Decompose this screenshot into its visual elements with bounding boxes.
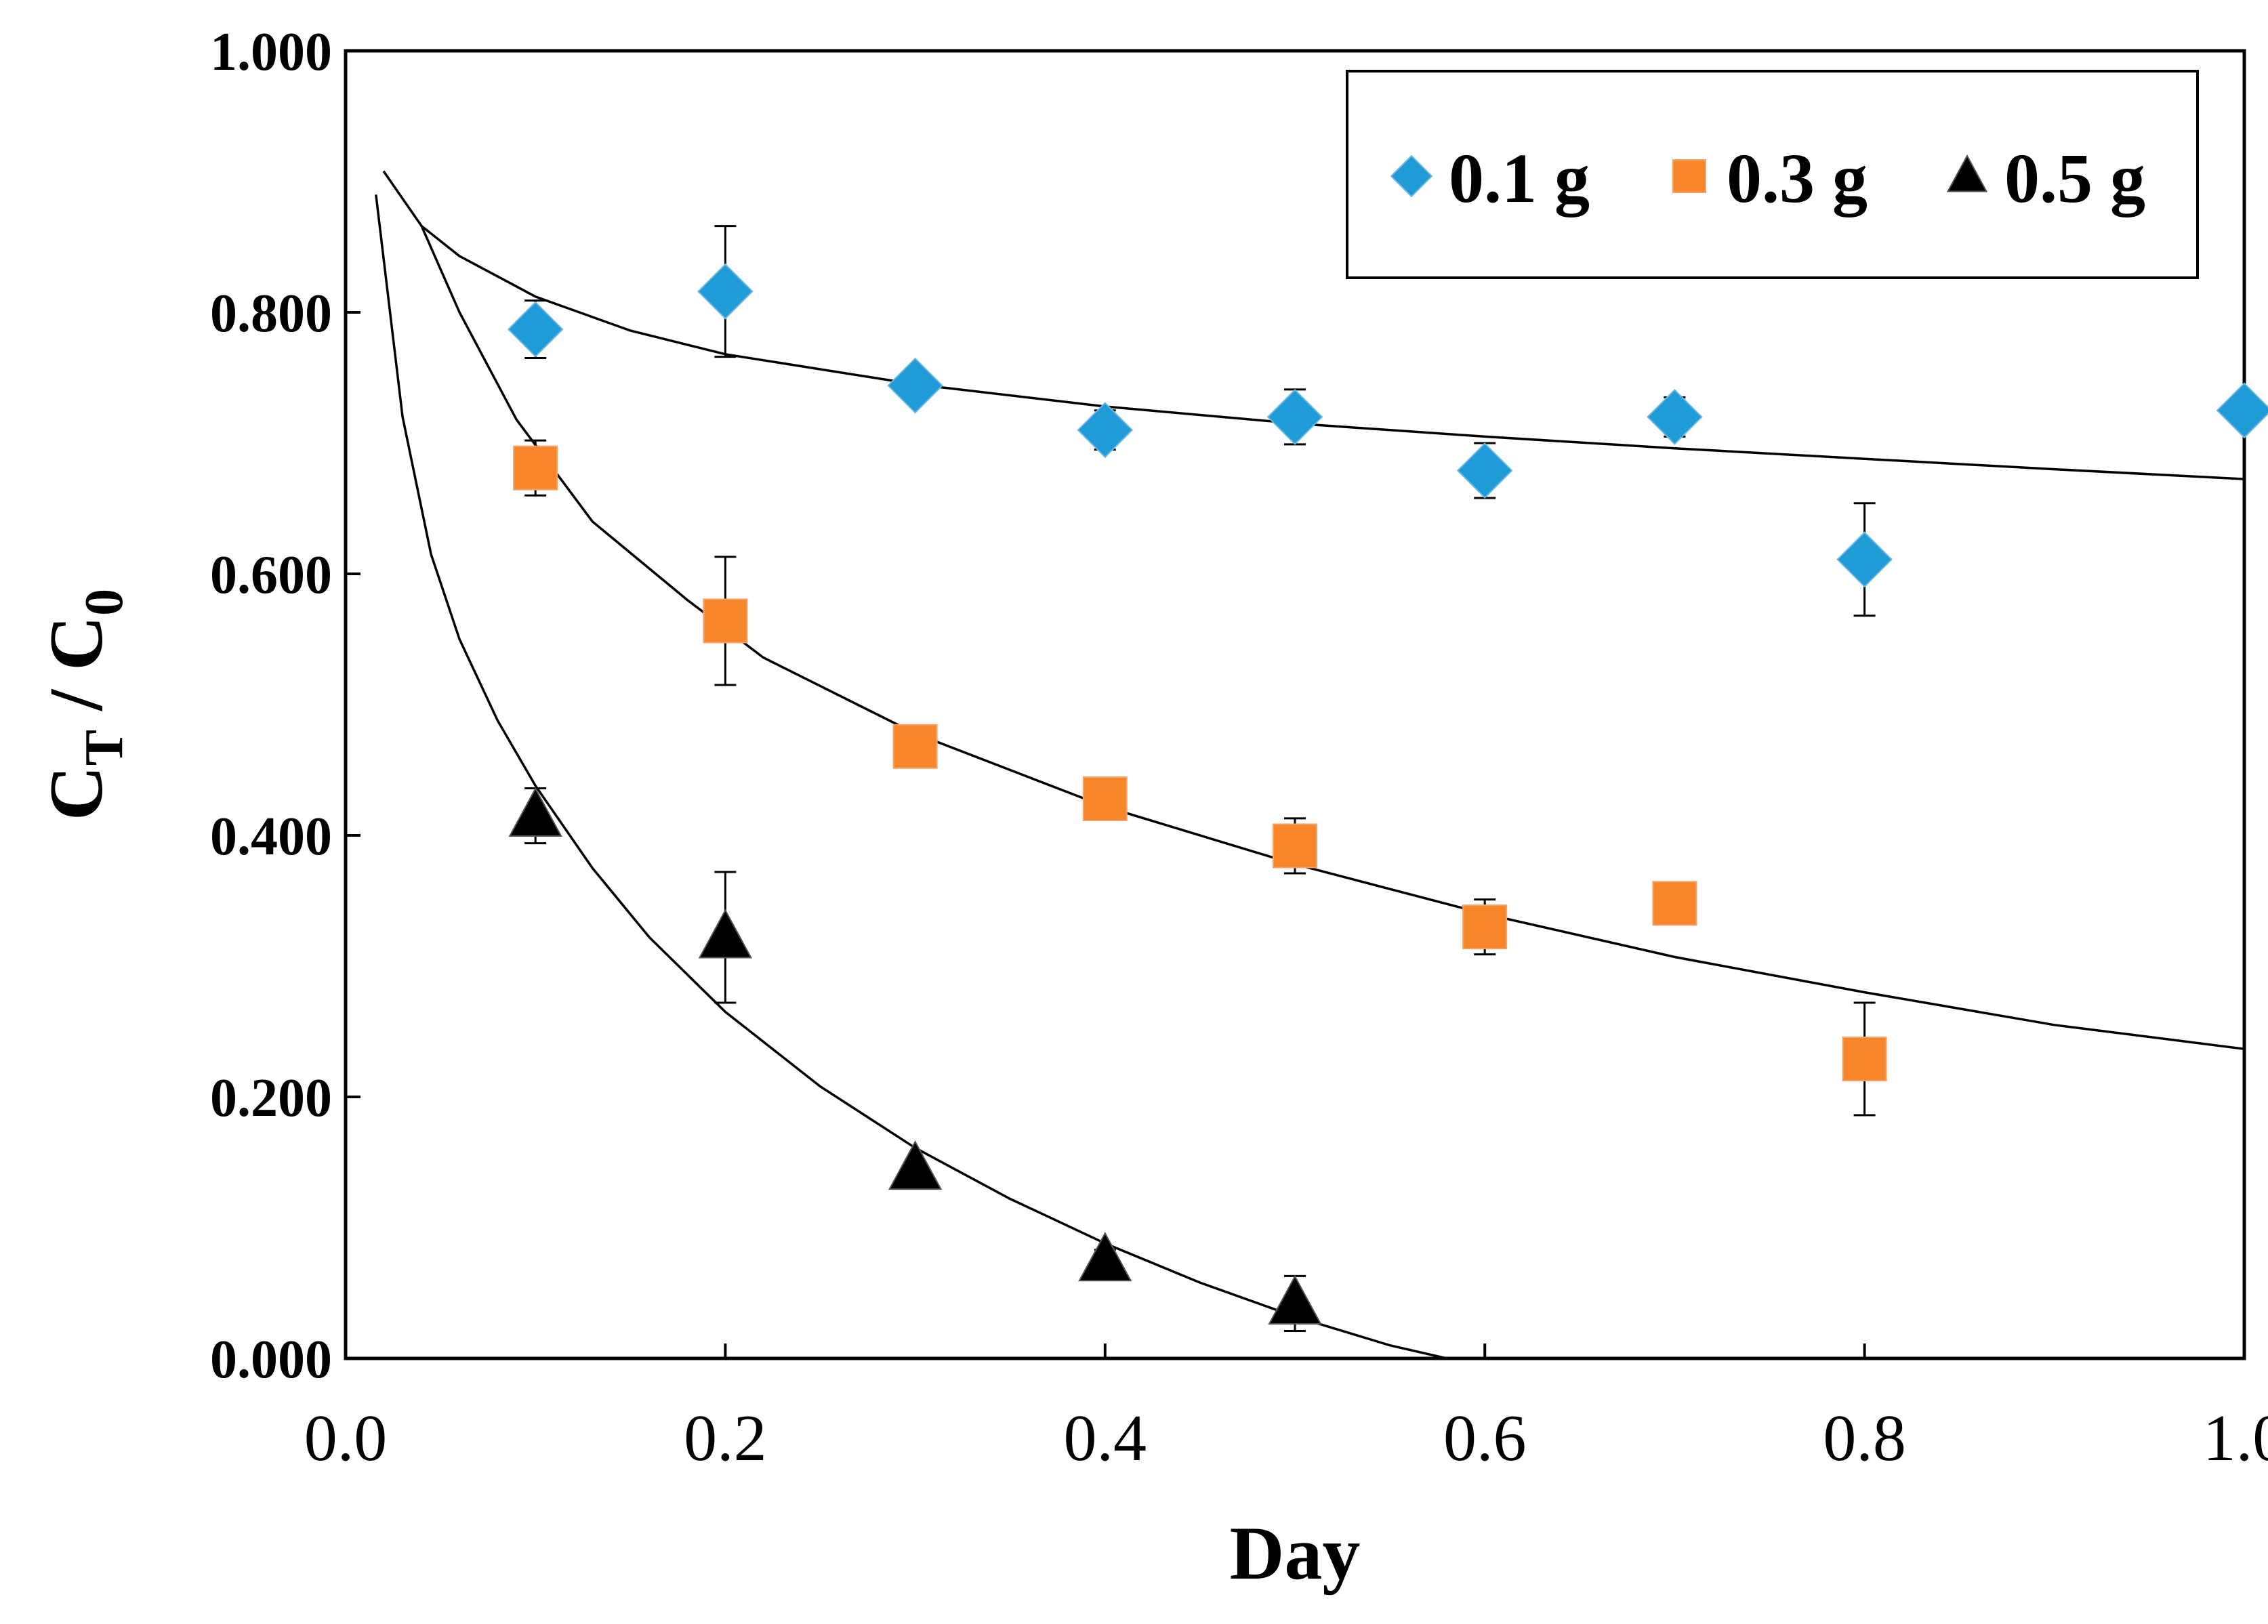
data-point — [1652, 881, 1697, 926]
fit-curve — [375, 194, 1447, 1358]
data-point — [892, 724, 938, 769]
x-tick-label: 0.6 — [1443, 1402, 1527, 1475]
legend-marker — [1390, 154, 1433, 198]
x-tick-label: 0.2 — [684, 1402, 767, 1475]
data-point — [513, 445, 558, 491]
x-tick-label: 0.8 — [1823, 1402, 1906, 1475]
legend-label: 0.3 g — [1727, 140, 1868, 217]
legend: 0.1 g 0.3 g 0.5 g — [1346, 70, 2199, 279]
data-point — [1646, 388, 1703, 445]
plot-area: 0.000 0.200 0.400 0.600 0.800 1.000 0.0 0.2 0.4 0… — [210, 22, 2268, 1475]
legend-marker — [1946, 154, 1988, 192]
y-axis-title-part: T — [75, 730, 134, 766]
data-point — [508, 787, 562, 837]
y-axis-title-part: C — [35, 616, 119, 671]
data-point — [697, 263, 754, 320]
data-point — [1268, 1274, 1322, 1325]
y-axis-title-part: 0 — [75, 589, 134, 616]
y-tick-label: 0.000 — [210, 1330, 332, 1390]
data-point — [703, 598, 748, 644]
data-point — [1273, 823, 1317, 869]
y-axis-title: CT / C0 — [35, 589, 134, 820]
y-axis-title-part: / — [35, 671, 119, 730]
y-tick-label: 0.200 — [210, 1068, 332, 1128]
y-tick-label: 0.400 — [210, 807, 332, 867]
data-point — [888, 1140, 943, 1190]
data-point — [1456, 442, 1513, 499]
data-point — [1842, 1037, 1887, 1082]
x-tick-label: 1.0 — [2203, 1402, 2268, 1475]
legend-label: 0.5 g — [2004, 140, 2145, 217]
y-axis-title-part: C — [35, 766, 119, 820]
x-tick-label: 0.4 — [1064, 1402, 1147, 1475]
y-tick-label: 0.800 — [210, 284, 332, 343]
y-tick-label: 1.000 — [210, 22, 332, 82]
legend-box — [1346, 70, 2199, 279]
data-point — [507, 301, 564, 358]
data-point — [1462, 904, 1508, 950]
x-axis-title: Day — [1230, 1512, 1361, 1596]
data-point — [1078, 1232, 1132, 1282]
legend-marker — [1672, 159, 1706, 193]
data-point — [1836, 531, 1893, 588]
data-point — [698, 909, 753, 959]
data-point — [887, 357, 944, 414]
fit-curve — [420, 225, 2244, 1050]
data-point — [1082, 776, 1128, 821]
plot-frame — [344, 49, 2246, 1360]
data-point — [2216, 382, 2268, 439]
data-point — [1266, 388, 1323, 445]
y-tick-label: 0.600 — [210, 545, 332, 605]
legend-label: 0.1 g — [1449, 140, 1590, 217]
x-tick-label: 0.0 — [304, 1402, 388, 1475]
data-point — [1077, 402, 1134, 459]
fit-curve — [382, 170, 2244, 480]
